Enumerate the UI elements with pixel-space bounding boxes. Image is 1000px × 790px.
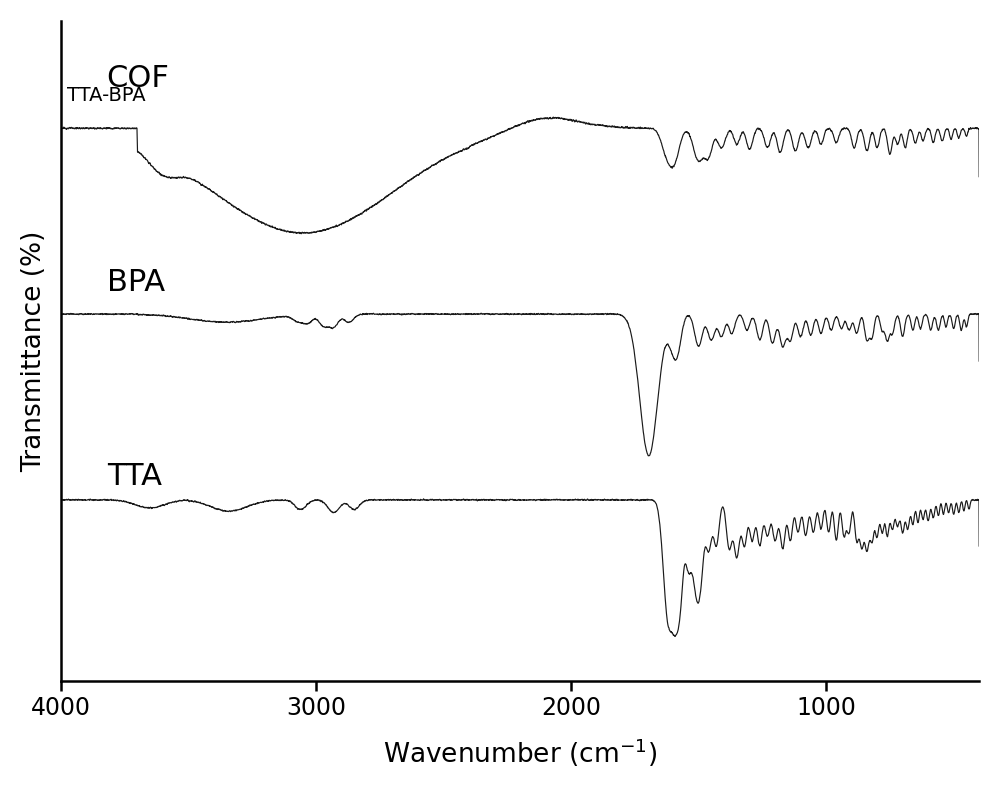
X-axis label: Wavenumber (cm$^{-1}$): Wavenumber (cm$^{-1}$): [383, 736, 657, 769]
Text: COF: COF: [107, 64, 170, 92]
Text: TTA: TTA: [107, 462, 162, 491]
Text: BPA: BPA: [107, 269, 165, 297]
Y-axis label: Transmittance (%): Transmittance (%): [21, 231, 47, 472]
Text: TTA-BPA: TTA-BPA: [67, 85, 146, 104]
